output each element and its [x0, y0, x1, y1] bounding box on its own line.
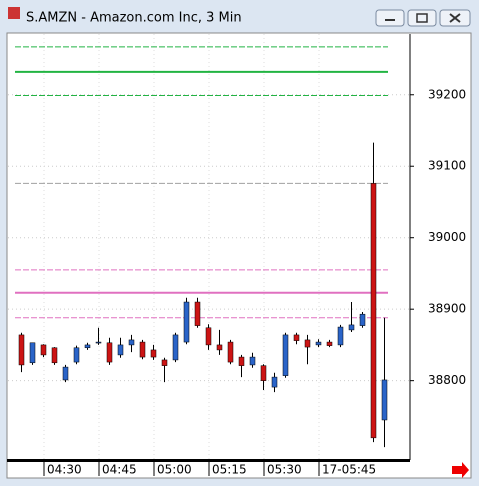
candle-body — [260, 365, 267, 381]
candle-body — [62, 366, 69, 381]
candle-body — [315, 341, 322, 346]
candle-body — [51, 347, 58, 364]
chart-area — [6, 32, 472, 479]
candle-body — [227, 341, 234, 363]
y-tick-label: 38800 — [428, 373, 466, 387]
candle-body — [29, 342, 36, 364]
x-tick-label: 05:00 — [157, 463, 192, 477]
candle-body — [139, 341, 146, 358]
candle-body — [117, 344, 124, 356]
candle-body — [161, 359, 168, 366]
candle-body — [73, 347, 80, 363]
window-icon — [8, 7, 20, 19]
window-title: S.AMZN - Amazon.com Inc, 3 Min — [26, 11, 242, 26]
candle-body — [128, 339, 135, 346]
candle-body — [271, 376, 278, 388]
close-icon — [449, 13, 461, 23]
x-tick-label: 05:15 — [212, 463, 247, 477]
candle-body — [216, 344, 223, 351]
candle-body — [183, 301, 190, 343]
y-tick-label: 38900 — [428, 302, 466, 316]
candle-body — [172, 334, 179, 361]
candle-body — [249, 356, 256, 366]
candle-body — [95, 341, 102, 344]
candle-body — [282, 334, 289, 376]
maximize-button[interactable] — [407, 9, 437, 27]
x-axis-bar — [7, 459, 410, 462]
candle-body — [304, 339, 311, 348]
candle-body — [370, 183, 377, 439]
candle-body — [205, 327, 212, 346]
candle-body — [238, 356, 245, 366]
candle-body — [326, 341, 333, 346]
x-tick-label: 04:30 — [47, 463, 82, 477]
candle-body — [381, 379, 388, 421]
scroll-arrow[interactable] — [452, 462, 469, 478]
x-tick-label: 05:30 — [267, 463, 302, 477]
minimize-button[interactable] — [375, 9, 405, 27]
candle-body — [106, 342, 113, 363]
candle-body — [337, 326, 344, 346]
candle-body — [18, 334, 25, 366]
candle-body — [40, 344, 47, 356]
candle-body — [359, 313, 366, 326]
x-tick-label: 17-05:45 — [322, 463, 376, 477]
x-tick-label: 04:45 — [102, 463, 137, 477]
candle-body — [348, 324, 355, 331]
y-tick-label: 39000 — [428, 230, 466, 244]
candle-body — [293, 334, 300, 341]
candle-body — [84, 344, 91, 349]
candle-body — [150, 349, 157, 358]
candle-body — [194, 301, 201, 326]
y-tick-label: 39200 — [428, 87, 466, 101]
y-tick-label: 39100 — [428, 159, 466, 173]
maximize-icon — [416, 13, 428, 23]
